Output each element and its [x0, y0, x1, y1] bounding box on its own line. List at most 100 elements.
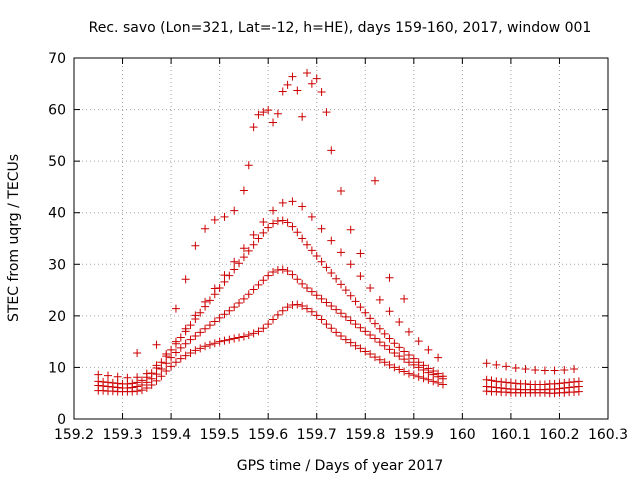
data-point	[269, 315, 278, 324]
data-point	[278, 216, 287, 225]
data-point	[317, 294, 326, 303]
data-point	[366, 350, 375, 359]
data-point	[220, 310, 229, 319]
data-point	[249, 329, 258, 338]
data-point	[249, 240, 258, 249]
data-point	[312, 311, 321, 320]
data-point	[482, 382, 491, 391]
data-point	[351, 297, 360, 306]
data-point	[380, 329, 389, 338]
data-point	[235, 259, 244, 268]
data-point	[332, 305, 341, 314]
data-point	[239, 244, 248, 253]
data-point	[244, 161, 253, 170]
data-point	[288, 222, 297, 231]
data-point	[181, 339, 190, 348]
data-point	[317, 257, 326, 266]
data-point	[565, 378, 574, 387]
data-point	[210, 284, 219, 293]
data-point	[356, 249, 365, 258]
data-point	[307, 79, 316, 88]
data-point	[152, 340, 161, 349]
data-point	[225, 271, 234, 280]
data-point	[395, 343, 404, 352]
data-point	[269, 268, 278, 277]
data-point	[99, 377, 108, 386]
data-point	[254, 234, 263, 243]
data-point	[356, 303, 365, 312]
x-tick-label: 159.2	[54, 427, 94, 443]
data-point	[278, 306, 287, 315]
data-point	[366, 330, 375, 339]
data-point	[157, 358, 166, 367]
data-point	[400, 367, 409, 376]
data-point	[171, 337, 180, 346]
data-point	[230, 334, 239, 343]
data-point	[205, 340, 214, 349]
data-point	[307, 246, 316, 255]
data-point	[438, 372, 447, 381]
data-point	[560, 378, 569, 387]
data-point	[312, 74, 321, 83]
data-point	[502, 378, 511, 387]
data-point	[239, 253, 248, 262]
data-point	[404, 369, 413, 378]
data-point	[385, 307, 394, 316]
y-axis-label: STEC from uqrg / TECUs	[6, 154, 22, 322]
data-point	[332, 328, 341, 337]
data-points	[94, 68, 583, 398]
data-point	[162, 367, 171, 376]
data-point	[385, 345, 394, 354]
data-point	[157, 364, 166, 373]
data-point	[414, 358, 423, 367]
data-point	[395, 352, 404, 361]
data-point	[215, 284, 224, 293]
data-point	[283, 80, 292, 89]
y-tick-label: 60	[48, 103, 66, 119]
data-point	[390, 348, 399, 357]
data-point	[317, 88, 326, 97]
data-point	[128, 379, 137, 388]
data-point	[249, 123, 258, 132]
data-point	[278, 265, 287, 274]
data-point	[511, 379, 520, 388]
data-point	[283, 303, 292, 312]
data-point	[356, 323, 365, 332]
data-point	[210, 339, 219, 348]
data-point	[103, 378, 112, 387]
data-point	[147, 369, 156, 378]
data-point	[244, 246, 253, 255]
data-point	[176, 343, 185, 352]
data-point	[273, 310, 282, 319]
data-point	[152, 361, 161, 370]
data-point	[341, 335, 350, 344]
data-point	[570, 364, 579, 373]
data-point	[225, 335, 234, 344]
data-point	[142, 369, 151, 378]
data-point	[400, 294, 409, 303]
x-tick-label: 160.2	[539, 427, 579, 443]
data-point	[201, 224, 210, 233]
data-point	[196, 308, 205, 317]
data-point	[497, 377, 506, 386]
data-point	[176, 354, 185, 363]
data-point	[414, 372, 423, 381]
data-point	[273, 265, 282, 274]
data-point	[424, 375, 433, 384]
data-point	[375, 295, 384, 304]
data-point	[220, 212, 229, 221]
data-point	[283, 218, 292, 227]
data-point	[482, 375, 491, 384]
data-point	[351, 320, 360, 329]
data-point	[424, 345, 433, 354]
data-point	[186, 335, 195, 344]
data-point	[186, 348, 195, 357]
data-point	[210, 215, 219, 224]
data-point	[113, 379, 122, 388]
data-point	[307, 287, 316, 296]
data-point	[492, 377, 501, 386]
data-point	[327, 269, 336, 278]
data-point	[278, 87, 287, 96]
x-tick-label: 159.8	[345, 427, 385, 443]
data-point	[337, 309, 345, 318]
